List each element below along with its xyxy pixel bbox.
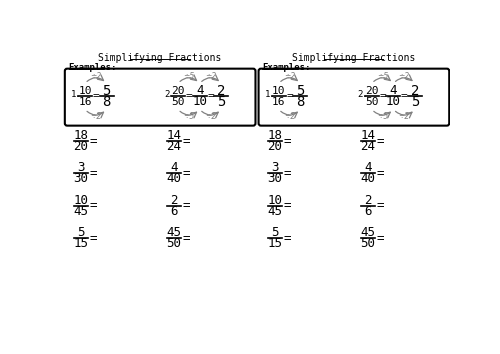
Text: ÷5: ÷5 [183,112,194,121]
Text: =: = [183,199,190,212]
Text: 45: 45 [166,226,182,239]
Text: =: = [376,167,384,180]
Text: 50: 50 [360,237,376,250]
Text: =: = [90,199,97,212]
Text: 20: 20 [171,86,184,96]
Text: 40: 40 [360,172,376,185]
Text: 18: 18 [268,129,282,142]
Text: 3: 3 [271,161,278,175]
Text: Examples:: Examples: [68,63,117,72]
FancyBboxPatch shape [65,69,256,126]
Text: =: = [284,135,291,148]
Text: ÷2: ÷2 [284,72,295,81]
Text: 2: 2 [364,194,372,207]
Text: 4: 4 [364,161,372,175]
Text: 5: 5 [217,95,226,109]
Text: 15: 15 [268,237,282,250]
Text: ÷2: ÷2 [205,112,216,121]
Text: =: = [284,167,291,180]
Text: 10: 10 [74,194,88,207]
Text: ÷2: ÷2 [284,112,295,121]
Text: =: = [376,135,384,148]
Text: =: = [284,232,291,245]
Text: 50: 50 [365,97,378,107]
Text: 18: 18 [74,129,88,142]
Text: 50: 50 [166,237,182,250]
Text: 45: 45 [268,205,282,218]
FancyBboxPatch shape [258,69,449,126]
Text: 30: 30 [268,172,282,185]
Text: =: = [284,199,291,212]
Text: 30: 30 [74,172,88,185]
Text: 20: 20 [74,140,88,153]
Text: ÷2: ÷2 [90,112,102,121]
Text: 24: 24 [360,140,376,153]
Text: 4: 4 [196,85,203,97]
Text: ÷5: ÷5 [183,72,194,81]
Text: 10: 10 [78,86,92,96]
Text: 20: 20 [365,86,378,96]
Text: Simplifying Fractions: Simplifying Fractions [292,53,416,63]
Text: Examples:: Examples: [262,63,311,72]
Text: 16: 16 [272,97,285,107]
Text: 2.: 2. [164,90,175,98]
Text: 24: 24 [166,140,182,153]
Text: 10: 10 [192,95,207,108]
Text: 4: 4 [170,161,178,175]
Text: 8: 8 [102,95,111,109]
Text: 2.: 2. [358,90,368,98]
Text: 8: 8 [296,95,304,109]
Text: 2: 2 [411,84,420,98]
Text: =: = [183,167,190,180]
Text: 6: 6 [170,205,178,218]
Text: 15: 15 [74,237,88,250]
Text: 5: 5 [411,95,420,109]
Text: 10: 10 [272,86,285,96]
Text: 2: 2 [170,194,178,207]
Text: ÷2: ÷2 [90,72,102,81]
Text: ÷2: ÷2 [205,72,216,81]
Text: 4: 4 [390,85,397,97]
Text: =: = [183,232,190,245]
Text: =: = [286,91,293,101]
Text: Simplifying Fractions: Simplifying Fractions [98,53,222,63]
Text: =: = [90,135,97,148]
Text: ÷5: ÷5 [377,112,388,121]
Text: =: = [401,91,407,101]
Text: =: = [207,91,214,101]
Text: 2: 2 [217,84,226,98]
Text: 1.: 1. [71,90,82,98]
Text: 3: 3 [78,161,85,175]
Text: 10: 10 [386,95,401,108]
Text: 6: 6 [364,205,372,218]
Text: 14: 14 [166,129,182,142]
Text: =: = [379,91,386,101]
Text: 14: 14 [360,129,376,142]
Text: =: = [90,167,97,180]
Text: =: = [92,91,99,101]
Text: 16: 16 [78,97,92,107]
Text: 45: 45 [360,226,376,239]
Text: 45: 45 [74,205,88,218]
Text: 5: 5 [78,226,85,239]
Text: ÷5: ÷5 [377,72,388,81]
Text: =: = [186,91,192,101]
Text: 1.: 1. [265,90,276,98]
Text: 50: 50 [171,97,184,107]
Text: 5: 5 [271,226,278,239]
Text: =: = [376,199,384,212]
Text: =: = [90,232,97,245]
Text: 10: 10 [268,194,282,207]
Text: =: = [183,135,190,148]
Text: 20: 20 [268,140,282,153]
Text: ÷2: ÷2 [398,112,410,121]
Text: =: = [376,232,384,245]
Text: 5: 5 [102,84,111,98]
Text: 5: 5 [296,84,304,98]
Text: 40: 40 [166,172,182,185]
Text: ÷2: ÷2 [398,72,410,81]
